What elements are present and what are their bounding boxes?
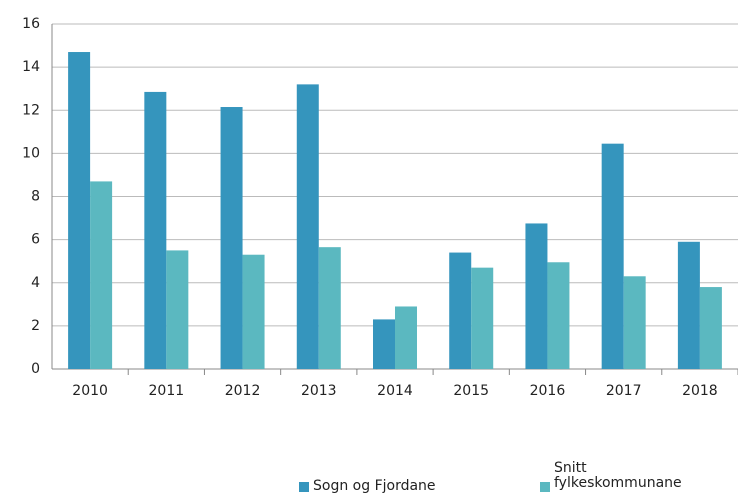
bar — [373, 319, 395, 369]
bar — [220, 107, 243, 369]
x-tick-label: 2010 — [72, 383, 108, 399]
y-tick-label: 8 — [31, 189, 40, 205]
x-tick-label: 2016 — [530, 383, 566, 399]
y-tick-label: 6 — [31, 232, 40, 248]
y-tick-label: 4 — [31, 275, 40, 291]
bar — [90, 181, 113, 369]
bar — [144, 91, 167, 369]
bar — [68, 52, 91, 369]
bar — [623, 276, 646, 369]
x-tick-label: 2011 — [149, 383, 185, 399]
x-tick-label: 2018 — [682, 383, 718, 399]
legend-swatch — [299, 482, 309, 492]
bar — [525, 223, 548, 369]
bar — [547, 262, 570, 369]
y-tick-label: 0 — [31, 361, 40, 377]
legend-label: Sogn og Fjordane — [313, 478, 436, 494]
bar — [395, 306, 417, 369]
bar — [601, 143, 624, 369]
bar — [166, 250, 189, 369]
y-tick-label: 14 — [22, 59, 40, 75]
x-tick-label: 2015 — [453, 383, 489, 399]
x-tick-label: 2017 — [606, 383, 642, 399]
y-tick-label: 12 — [22, 102, 40, 118]
legend-item: Snitt fylkeskommunane — [540, 461, 690, 492]
x-tick-label: 2013 — [301, 383, 337, 399]
bar — [677, 241, 700, 369]
y-tick-label: 2 — [31, 318, 40, 334]
legend-item: Sogn og Fjordane — [299, 479, 436, 494]
x-tick-label: 2012 — [225, 383, 261, 399]
bar — [449, 252, 472, 369]
bar — [296, 84, 319, 369]
y-tick-label: 16 — [22, 16, 40, 32]
bar — [318, 247, 341, 369]
bar — [242, 254, 265, 369]
bar — [471, 267, 494, 369]
x-tick-label: 2014 — [377, 383, 413, 399]
legend-swatch — [540, 482, 550, 492]
y-tick-label: 10 — [22, 145, 40, 161]
bar — [699, 287, 722, 369]
legend-label: Snitt fylkeskommunane — [554, 460, 682, 491]
